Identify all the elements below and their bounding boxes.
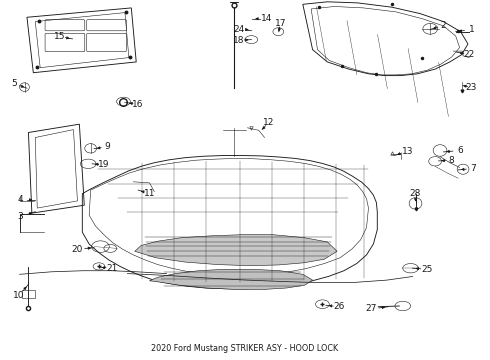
Text: 4: 4 [18,195,24,204]
Text: 19: 19 [98,161,110,169]
Text: 16: 16 [132,100,144,109]
Text: 23: 23 [466,83,477,91]
Text: 28: 28 [410,189,421,198]
Text: 11: 11 [144,189,155,198]
Text: 27: 27 [366,305,377,313]
Text: 13: 13 [402,147,414,156]
Text: 26: 26 [333,302,345,311]
Text: 22: 22 [464,50,475,59]
Text: 8: 8 [448,156,454,165]
Text: 2: 2 [441,21,446,30]
Text: 3: 3 [18,212,24,221]
Text: 5: 5 [11,79,17,88]
Polygon shape [135,235,337,266]
Text: 14: 14 [261,14,273,23]
Text: 17: 17 [274,19,286,28]
Text: 25: 25 [421,265,433,274]
Text: 10: 10 [13,292,24,300]
Text: 1: 1 [468,25,474,34]
Polygon shape [149,269,313,289]
Text: 21: 21 [106,264,118,273]
Text: 9: 9 [104,143,110,152]
Text: 2020 Ford Mustang STRIKER ASY - HOOD LOCK: 2020 Ford Mustang STRIKER ASY - HOOD LOC… [151,344,339,353]
Text: 6: 6 [458,146,464,155]
Text: 15: 15 [54,32,66,41]
Text: 20: 20 [72,245,83,253]
Text: 24: 24 [234,25,245,34]
Text: 12: 12 [263,118,274,127]
Text: 7: 7 [470,164,476,173]
Text: 18: 18 [233,36,245,45]
